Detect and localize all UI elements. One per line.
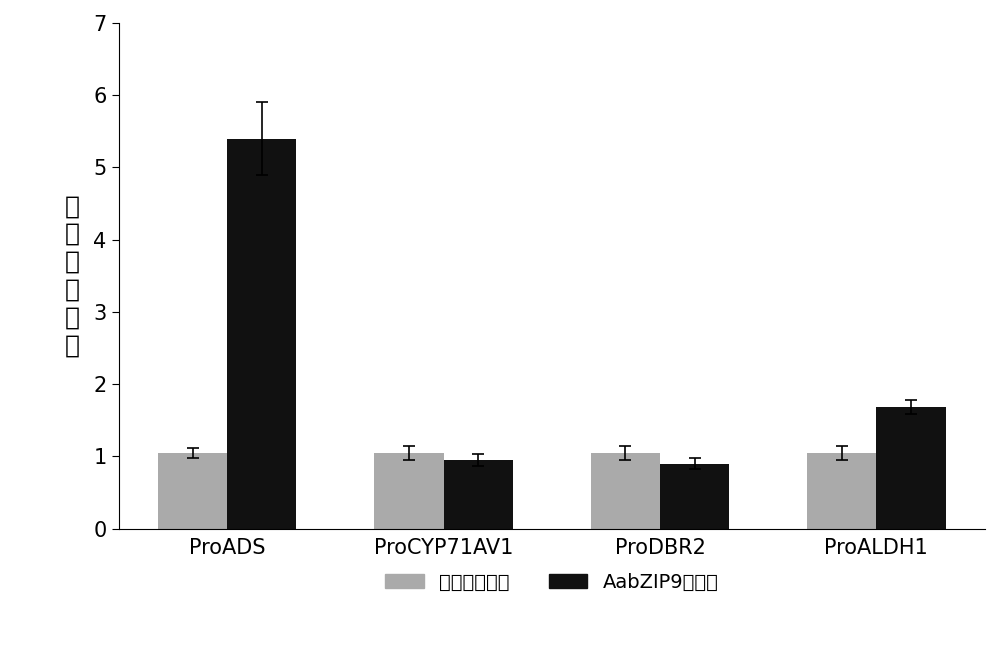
Bar bbox=[158, 453, 227, 529]
Bar bbox=[374, 453, 444, 529]
Bar bbox=[227, 139, 296, 529]
Legend: 空载体对照组, AabZIP9实验组: 空载体对照组, AabZIP9实验组 bbox=[377, 565, 727, 600]
Bar bbox=[591, 453, 660, 529]
Bar bbox=[660, 464, 729, 529]
Bar bbox=[444, 460, 513, 529]
Bar bbox=[807, 453, 876, 529]
Bar bbox=[876, 407, 946, 529]
Y-axis label: 相
对
荧
光
强
度: 相 对 荧 光 强 度 bbox=[65, 194, 80, 357]
